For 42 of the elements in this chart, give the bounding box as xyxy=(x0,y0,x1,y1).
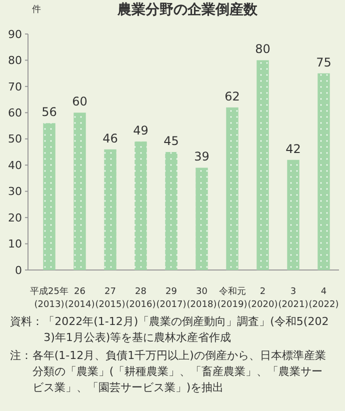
bar xyxy=(165,152,178,270)
bar xyxy=(134,142,147,270)
bar xyxy=(226,107,238,270)
x-tick-label: 28 (2016) xyxy=(126,287,156,310)
data-label: 45 xyxy=(164,134,179,148)
data-label: 49 xyxy=(133,124,148,138)
data-label: 80 xyxy=(255,42,270,56)
bar xyxy=(104,149,116,270)
x-tick-label: 2 (2020) xyxy=(248,287,278,310)
y-tick-label: 90 xyxy=(8,28,22,41)
y-tick-label: 10 xyxy=(8,238,22,251)
y-tick-label: 50 xyxy=(8,132,22,146)
data-label: 56 xyxy=(42,105,57,120)
y-tick-label: 20 xyxy=(8,211,22,224)
x-tick-label: 4 (2022) xyxy=(308,287,339,310)
x-tick-label: 30 (2018) xyxy=(186,287,217,310)
bar xyxy=(318,73,330,270)
data-label: 60 xyxy=(72,94,88,109)
y-axis-title: 件 xyxy=(32,4,41,15)
bar xyxy=(256,60,269,270)
text: 注：各年(1-12月、負債1千万円以上)の倒産から、日本標準産業分類の「農業」(「耕種農業」、「畜産農業」、「農業サービス業」、「園芸サービス業」)を抽出 xyxy=(10,349,326,394)
y-tick-label: 0 xyxy=(15,264,22,277)
y-tick-label: 60 xyxy=(8,106,22,120)
x-tick-label: 3 (2021) xyxy=(278,287,308,310)
y-tick-label: 30 xyxy=(8,185,22,198)
y-tick-label: 70 xyxy=(8,80,22,94)
bar xyxy=(287,160,300,270)
bar xyxy=(74,112,86,270)
x-tick-label: 29 (2017) xyxy=(156,287,186,310)
y-tick-label: 40 xyxy=(8,158,22,172)
bar xyxy=(43,123,56,270)
data-label: 42 xyxy=(286,142,301,156)
bar xyxy=(196,168,208,270)
data-label: 46 xyxy=(102,131,118,146)
text: 資料：「2022年(1-12月)「農業の倒産動向」調査」(令和5(2023)年1月公表)等を基に農林水産省作成 xyxy=(10,315,329,344)
x-tick-label: 27 (2015) xyxy=(95,287,126,310)
chart-title: 農業分野の企業倒産数 xyxy=(116,1,258,18)
data-label: 75 xyxy=(316,55,332,70)
data-label: 39 xyxy=(194,150,210,164)
x-tick-label: 令和元 (2019) xyxy=(217,286,248,310)
y-tick-label: 80 xyxy=(8,54,22,68)
data-label: 62 xyxy=(224,89,240,104)
